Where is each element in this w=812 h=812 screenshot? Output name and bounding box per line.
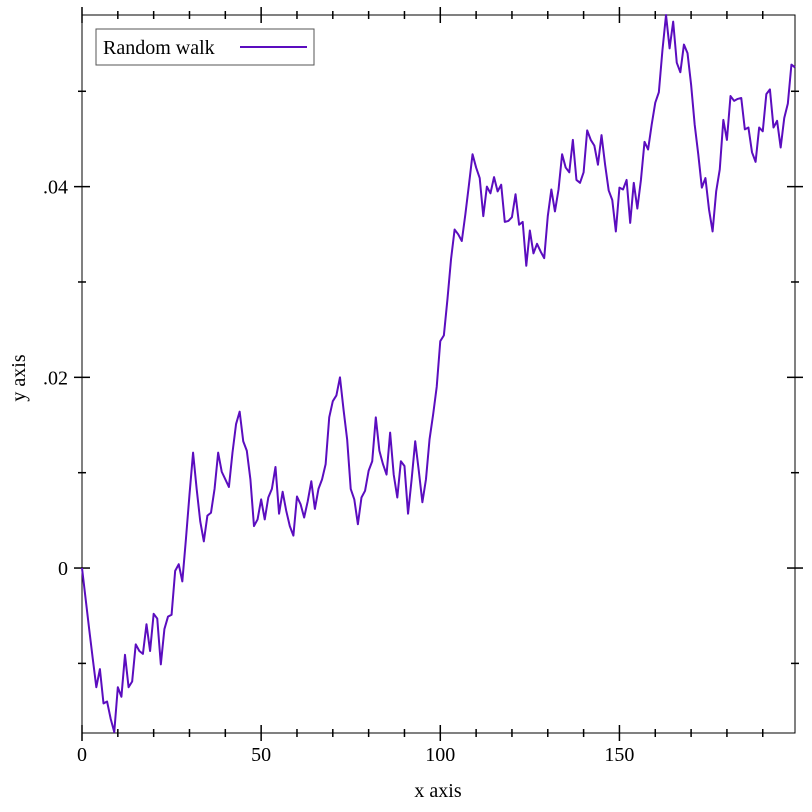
x-axis-label: x axis [414, 780, 461, 802]
line-series [81, 14, 796, 734]
plot-frame [81, 14, 796, 734]
legend-label: Random walk [103, 37, 215, 59]
y-tick-label: .02 [43, 367, 68, 389]
x-tick-label: 0 [77, 744, 87, 766]
y-tick-label: 0 [58, 558, 68, 580]
x-tick-label: 100 [425, 744, 455, 766]
x-tick-label: 150 [604, 744, 634, 766]
x-tick-label: 50 [251, 744, 271, 766]
y-axis-label: y axis [8, 354, 30, 401]
y-tick-label: .04 [43, 177, 68, 199]
